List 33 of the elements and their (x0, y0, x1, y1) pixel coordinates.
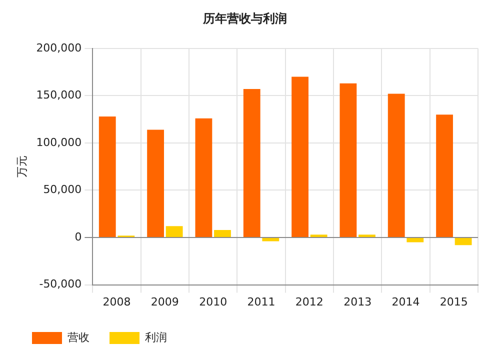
chart-title: 历年营收与利润 (202, 11, 287, 26)
bar (98, 116, 116, 238)
bar (358, 234, 376, 238)
bar (243, 89, 260, 238)
x-tick-label: 2014 (392, 295, 420, 308)
y-axis-title: 万元 (15, 156, 28, 178)
bar (406, 238, 424, 242)
bar (454, 238, 472, 246)
bar (340, 83, 357, 238)
y-tick-label: 50,000 (43, 183, 82, 196)
x-tick-label: 2011 (247, 295, 276, 308)
bar (436, 114, 453, 238)
bar (166, 226, 183, 238)
y-tick-label: -50,000 (39, 278, 82, 291)
x-tick-label: 2012 (295, 295, 324, 308)
y-tick-label: 150,000 (36, 88, 82, 102)
y-tick-label: 200,000 (36, 41, 82, 54)
x-tick-label: 2008 (102, 295, 131, 308)
bar (262, 238, 280, 242)
y-tick-label: 0 (74, 230, 82, 244)
bar (147, 130, 164, 238)
bar (310, 234, 328, 238)
x-tick-label: 2009 (150, 295, 179, 308)
bar (214, 230, 231, 238)
bar (195, 118, 212, 238)
legend-label: 营收 (68, 330, 90, 344)
bar (292, 76, 308, 238)
x-tick-label: 2015 (440, 295, 468, 308)
x-tick-label: 2010 (199, 295, 228, 308)
y-tick-label: 100,000 (36, 136, 82, 149)
x-tick-label: 2013 (344, 295, 372, 308)
legend-label: 利润 (145, 330, 167, 344)
bar (388, 94, 405, 238)
